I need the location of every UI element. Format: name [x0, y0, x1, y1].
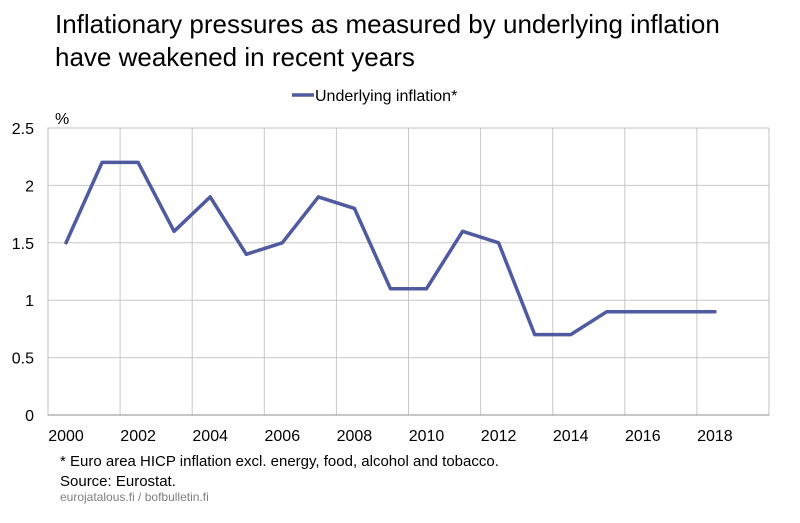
- chart-title-line-1: Inflationary pressures as measured by un…: [55, 9, 720, 39]
- legend: Underlying inflation*: [292, 88, 457, 105]
- x-tick-label: 2010: [409, 428, 445, 445]
- data-point: [100, 160, 104, 164]
- grid: [47, 127, 769, 415]
- data-point: [316, 195, 320, 199]
- y-tick-label: 2: [25, 178, 34, 195]
- footnote: * Euro area HICP inflation excl. energy,…: [60, 453, 499, 470]
- y-axis-unit-label: %: [55, 111, 69, 128]
- data-point: [172, 229, 176, 233]
- data-point: [713, 310, 717, 314]
- x-tick-label: 2018: [697, 428, 733, 445]
- data-point: [497, 241, 501, 245]
- data-point: [208, 195, 212, 199]
- data-point: [352, 206, 356, 210]
- x-tick-label: 2002: [120, 428, 156, 445]
- data-point: [533, 333, 537, 337]
- data-point: [641, 310, 645, 314]
- y-tick-label: 2.5: [12, 121, 34, 138]
- legend-label: Underlying inflation*: [315, 88, 457, 105]
- data-point: [64, 241, 68, 245]
- data-point: [425, 287, 428, 291]
- y-axis-tick-labels: 0 0.5 1 1.5 2 2.5: [12, 121, 34, 425]
- data-point: [280, 241, 284, 245]
- chart-title: Inflationary pressures as measured by un…: [55, 8, 785, 74]
- x-tick-label: 2014: [553, 428, 589, 445]
- series-layer: [64, 160, 717, 337]
- x-tick-label: 2004: [192, 428, 228, 445]
- x-tick-label: 2006: [265, 428, 301, 445]
- data-point: [605, 310, 609, 314]
- x-tick-label: 2008: [337, 428, 373, 445]
- data-point: [461, 229, 465, 233]
- data-point: [244, 252, 248, 256]
- x-tick-label: 2012: [481, 428, 517, 445]
- data-point: [677, 310, 681, 314]
- x-tick-label: 2000: [48, 428, 84, 445]
- site-credit: eurojatalous.fi / bofbulletin.fi: [60, 490, 209, 504]
- y-tick-label: 1.5: [12, 236, 34, 253]
- chart-title-line-2: have weakened in recent years: [55, 42, 415, 72]
- y-tick-label: 0: [25, 408, 34, 425]
- data-point: [388, 287, 392, 291]
- y-tick-label: 0.5: [12, 351, 34, 368]
- data-point: [136, 160, 140, 164]
- data-point: [569, 333, 573, 337]
- series-line-underlying-inflation: [64, 160, 717, 337]
- source-note: Source: Eurostat.: [60, 473, 176, 490]
- x-tick-label: 2016: [625, 428, 661, 445]
- y-tick-label: 1: [25, 293, 34, 310]
- x-axis-tick-labels: 2000 2002 2004 2006 2008 2010 2012 2014 2016 2018: [48, 428, 733, 445]
